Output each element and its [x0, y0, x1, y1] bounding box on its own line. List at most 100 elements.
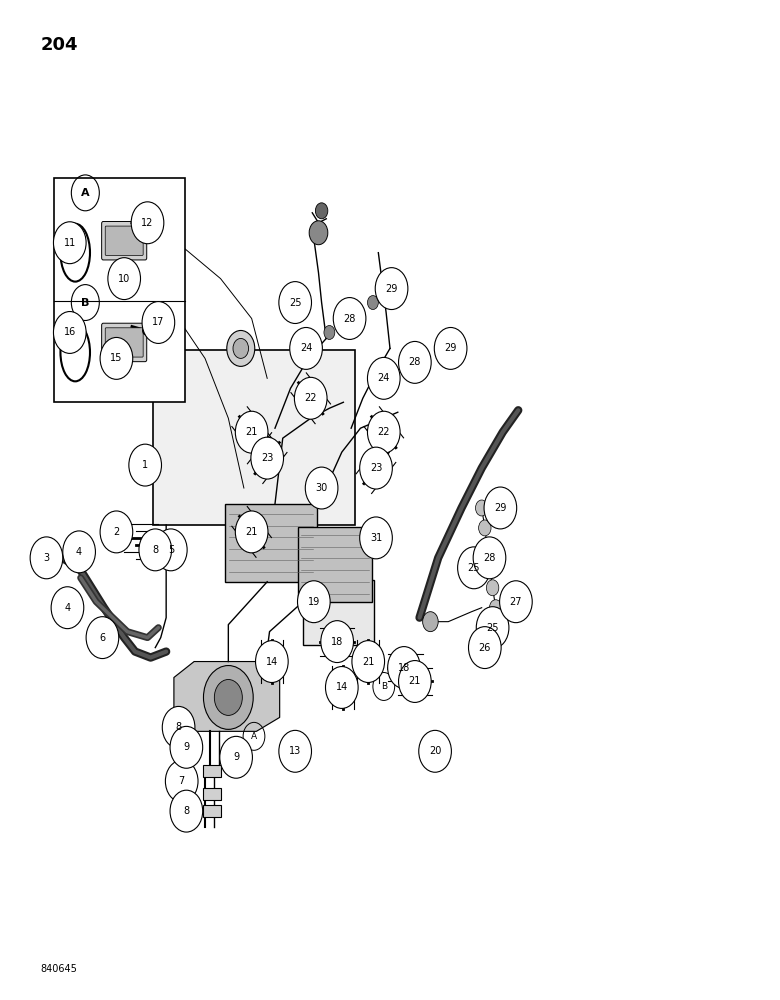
- Text: 30: 30: [315, 483, 328, 493]
- Circle shape: [388, 647, 420, 688]
- Circle shape: [347, 312, 358, 325]
- Circle shape: [86, 617, 119, 659]
- Circle shape: [487, 580, 499, 596]
- Circle shape: [131, 202, 164, 244]
- Circle shape: [129, 444, 161, 486]
- Text: 24: 24: [378, 373, 390, 383]
- Text: 3: 3: [44, 553, 50, 563]
- Text: 22: 22: [378, 427, 390, 437]
- Circle shape: [360, 447, 392, 489]
- Text: 22: 22: [304, 393, 317, 403]
- Circle shape: [294, 377, 327, 419]
- Circle shape: [139, 529, 172, 571]
- Text: 29: 29: [495, 503, 506, 513]
- Text: 13: 13: [289, 746, 301, 756]
- Text: 4: 4: [76, 547, 82, 557]
- Circle shape: [324, 325, 335, 339]
- Circle shape: [367, 357, 400, 399]
- FancyBboxPatch shape: [298, 527, 372, 602]
- Circle shape: [315, 203, 328, 219]
- Text: 27: 27: [509, 597, 522, 607]
- Circle shape: [54, 312, 86, 353]
- Text: 21: 21: [362, 657, 374, 667]
- Circle shape: [236, 511, 268, 553]
- Text: 20: 20: [429, 746, 441, 756]
- Text: 31: 31: [370, 533, 382, 543]
- Circle shape: [279, 730, 311, 772]
- Text: 12: 12: [141, 218, 154, 228]
- Circle shape: [51, 587, 83, 629]
- FancyBboxPatch shape: [225, 504, 317, 582]
- Circle shape: [352, 641, 385, 682]
- Text: 7: 7: [179, 776, 185, 786]
- Circle shape: [251, 437, 283, 479]
- Text: 25: 25: [289, 298, 301, 308]
- Text: 840645: 840645: [41, 964, 77, 974]
- FancyBboxPatch shape: [204, 765, 221, 777]
- Circle shape: [220, 736, 253, 778]
- Circle shape: [473, 537, 505, 579]
- Circle shape: [360, 517, 392, 559]
- Text: 28: 28: [343, 314, 356, 324]
- Circle shape: [333, 298, 366, 339]
- Text: 14: 14: [335, 682, 348, 692]
- Circle shape: [289, 327, 322, 369]
- Text: 18: 18: [398, 663, 410, 673]
- Circle shape: [399, 661, 431, 702]
- FancyBboxPatch shape: [105, 328, 144, 357]
- Circle shape: [479, 520, 491, 536]
- Text: 23: 23: [370, 463, 382, 473]
- Text: 15: 15: [110, 353, 122, 363]
- Circle shape: [458, 547, 491, 589]
- Circle shape: [375, 268, 408, 310]
- Circle shape: [215, 680, 243, 715]
- Circle shape: [62, 531, 95, 573]
- Circle shape: [256, 641, 288, 682]
- Text: 21: 21: [246, 427, 258, 437]
- FancyBboxPatch shape: [204, 788, 221, 800]
- Text: 1: 1: [142, 460, 148, 470]
- Circle shape: [142, 325, 150, 335]
- Text: 26: 26: [479, 643, 491, 653]
- Circle shape: [469, 627, 501, 669]
- Text: 6: 6: [99, 633, 105, 643]
- Text: 16: 16: [64, 327, 76, 337]
- Text: 24: 24: [300, 343, 312, 353]
- Circle shape: [54, 222, 86, 264]
- Circle shape: [100, 511, 133, 553]
- Circle shape: [305, 467, 338, 509]
- Text: 9: 9: [183, 742, 190, 752]
- Circle shape: [367, 296, 378, 310]
- Circle shape: [100, 337, 133, 379]
- Text: 11: 11: [64, 238, 76, 248]
- Circle shape: [484, 487, 516, 529]
- Circle shape: [279, 282, 311, 323]
- Circle shape: [399, 341, 431, 383]
- Text: 28: 28: [484, 553, 495, 563]
- Circle shape: [476, 500, 488, 516]
- FancyBboxPatch shape: [303, 580, 374, 645]
- Circle shape: [477, 607, 509, 649]
- Circle shape: [142, 302, 175, 343]
- Text: 10: 10: [118, 274, 130, 284]
- Circle shape: [204, 666, 254, 729]
- Text: 23: 23: [261, 453, 273, 463]
- Circle shape: [108, 258, 140, 300]
- Circle shape: [227, 330, 255, 366]
- Text: 9: 9: [233, 752, 239, 762]
- FancyBboxPatch shape: [153, 350, 355, 525]
- Polygon shape: [174, 662, 280, 731]
- Circle shape: [144, 224, 151, 234]
- Circle shape: [367, 411, 400, 453]
- Circle shape: [490, 600, 502, 616]
- Circle shape: [325, 667, 358, 708]
- Text: A: A: [251, 732, 257, 741]
- Circle shape: [236, 411, 268, 453]
- Text: 8: 8: [183, 806, 190, 816]
- Text: 29: 29: [385, 284, 398, 294]
- Text: 204: 204: [41, 36, 78, 54]
- Circle shape: [423, 612, 438, 632]
- Circle shape: [165, 760, 198, 802]
- Text: 14: 14: [266, 657, 278, 667]
- Circle shape: [419, 730, 452, 772]
